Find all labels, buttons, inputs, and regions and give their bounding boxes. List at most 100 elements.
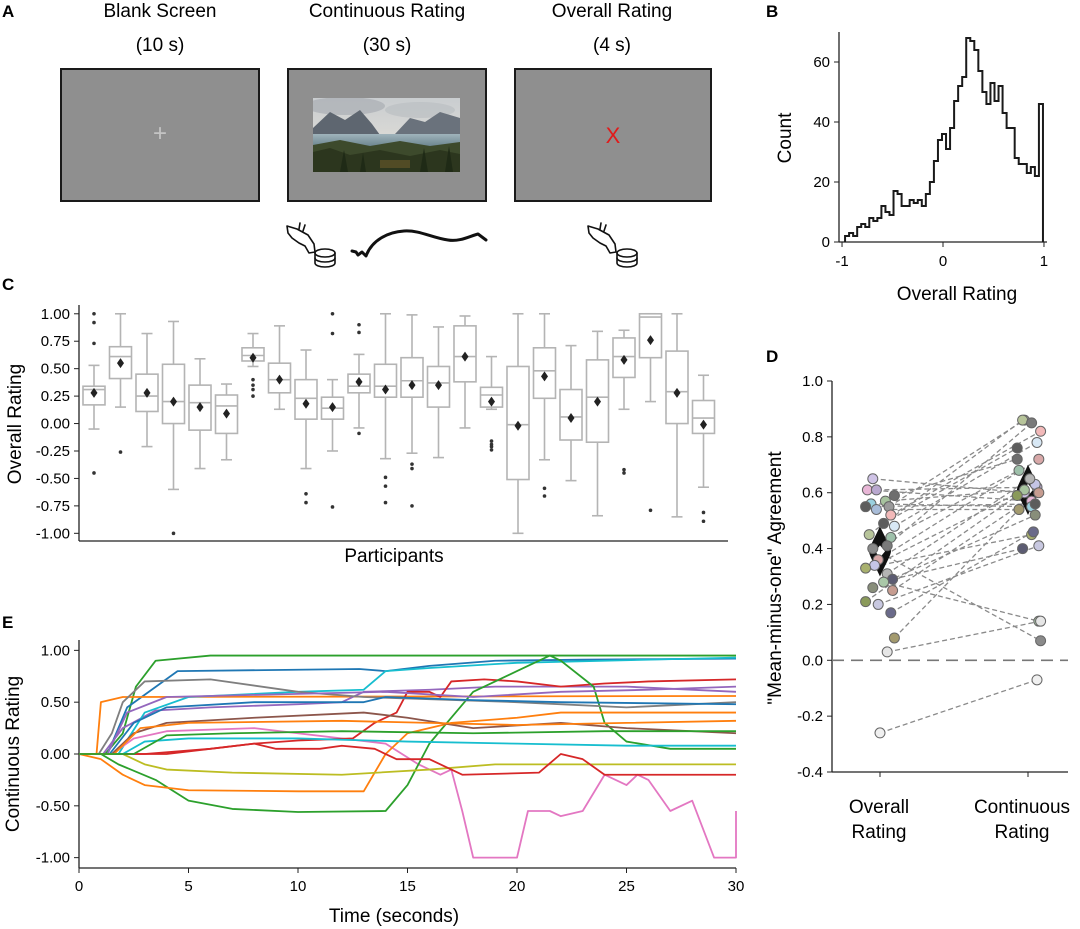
d-ylabel: "Mean-minus-one" Agreement [765, 451, 786, 705]
c-outlier-point [251, 394, 255, 398]
d-overall-point [867, 582, 879, 594]
c-y-tick-label: -0.50 [36, 470, 70, 487]
c-participant-box [320, 311, 345, 509]
d-overall-point [881, 540, 893, 552]
overall-screen [514, 68, 712, 202]
b-y-tick-label: 60 [813, 54, 830, 71]
panel-letter-a: A [2, 2, 14, 21]
e-rating-trace [78, 711, 736, 793]
e-rating-trace [79, 742, 736, 776]
c-participant-box [585, 330, 610, 517]
c-mean-marker [408, 380, 416, 391]
c-outlier-point [542, 494, 547, 498]
d-continuous-point [1024, 473, 1036, 485]
c-ylabel: Overall Rating [5, 364, 26, 484]
d-overall-point [863, 529, 875, 541]
c-participant-box [532, 312, 557, 498]
d-overall-point [881, 646, 893, 658]
d-overall-point [860, 596, 872, 608]
c-box [161, 363, 186, 425]
c-outlier-point [622, 467, 626, 472]
e-x-tick-label: 30 [728, 878, 745, 895]
d-pair-line [872, 548, 1041, 642]
d-paired-plot: 1.0 0.8 0.6 0.4 0.2 0.0 -0.2 -0.4 [797, 373, 1068, 781]
d-overall-point [885, 607, 897, 619]
d-continuous-point [1013, 464, 1025, 476]
d-pair-line [893, 509, 1020, 639]
d-xlabel-overall-1: Overall [849, 797, 909, 818]
e-x-tick-label: 25 [618, 878, 635, 895]
c-participant-box [665, 312, 689, 518]
d-pair-line [890, 531, 1034, 614]
c-participant-box [400, 314, 424, 508]
b-y-tick-label: 40 [813, 114, 830, 131]
c-participant-box [373, 312, 398, 505]
e-line-chart: 0 5 10 15 20 25 30 1.00 0.50 0.00 -0.50 -1.00 [36, 640, 745, 895]
screen-duration-blank: (10 s) [136, 35, 185, 56]
d-pair-line [885, 489, 1025, 502]
d-continuous-point [1035, 615, 1047, 627]
b-xlabel: Overall Rating [897, 284, 1017, 305]
d-continuous-point [1026, 417, 1038, 429]
e-x-tick-label: 5 [184, 878, 192, 895]
c-mean-marker [249, 352, 257, 363]
panel-letter-b: B [766, 2, 778, 21]
screen-title-blank: Blank Screen [103, 1, 216, 22]
d-pair-line [872, 514, 1036, 589]
c-mean-marker [170, 396, 177, 407]
d-continuous-point [1011, 490, 1023, 502]
c-participant-box [161, 320, 186, 536]
c-outlier-point [92, 341, 96, 346]
d-xlabel-overall-2: Rating [852, 822, 907, 843]
d-overall-point [888, 490, 900, 502]
d-pair-line [874, 483, 1036, 566]
d-y-tick-label: 0.2 [802, 596, 823, 613]
c-mean-marker [700, 419, 707, 430]
d-continuous-point [1017, 543, 1029, 555]
panel-c: C Overall Rating Participants 1.00 0.75 0.… [2, 275, 728, 567]
c-outlier-point [383, 500, 388, 505]
c-mean-marker [673, 387, 681, 398]
d-continuous-point [1031, 674, 1043, 686]
c-participant-box [108, 312, 133, 454]
d-overall-point [860, 562, 872, 574]
d-pair-line [890, 469, 1020, 538]
c-participant-box [426, 326, 451, 459]
c-outlier-point [357, 431, 361, 436]
c-y-tick-label: 0.75 [41, 333, 70, 350]
c-mean-marker [461, 351, 469, 362]
d-continuous-point [1017, 414, 1029, 426]
c-outlier-point [622, 471, 626, 475]
c-participant-box [453, 315, 477, 429]
d-overall-point [885, 509, 897, 521]
e-rating-trace [79, 685, 737, 755]
e-rating-trace [79, 719, 737, 755]
hand-mouse-icon [587, 222, 638, 268]
c-outlier-point [92, 311, 96, 316]
c-box [400, 356, 424, 399]
c-mean-marker [514, 420, 522, 431]
c-outlier-point [357, 330, 361, 335]
d-y-tick-label: 0.0 [802, 652, 823, 669]
screen-duration-overall: (4 s) [593, 35, 631, 56]
hand-mouse-icon [286, 222, 336, 268]
d-y-tick-label: 0.6 [802, 485, 823, 502]
blank-screen [60, 68, 260, 202]
e-y-tick-label: 1.00 [41, 642, 70, 659]
d-xlabel-continuous-1: Continuous [974, 797, 1070, 818]
d-overall-point [887, 584, 899, 596]
d-y-tick-label: 0.4 [802, 541, 823, 558]
c-participant-box [506, 312, 530, 535]
b-y-tick-label: 0 [822, 234, 830, 251]
c-mean-marker [382, 384, 389, 395]
c-outlier-point [410, 462, 414, 466]
e-rating-trace [79, 654, 736, 813]
d-pair-line [894, 458, 1018, 497]
c-mean-marker [143, 387, 151, 398]
b-x-tick-label: 0 [939, 253, 947, 270]
c-outlier-point [251, 387, 255, 392]
c-mean-marker [620, 354, 628, 365]
d-continuous-point [1011, 453, 1023, 465]
c-mean-marker [541, 371, 548, 382]
